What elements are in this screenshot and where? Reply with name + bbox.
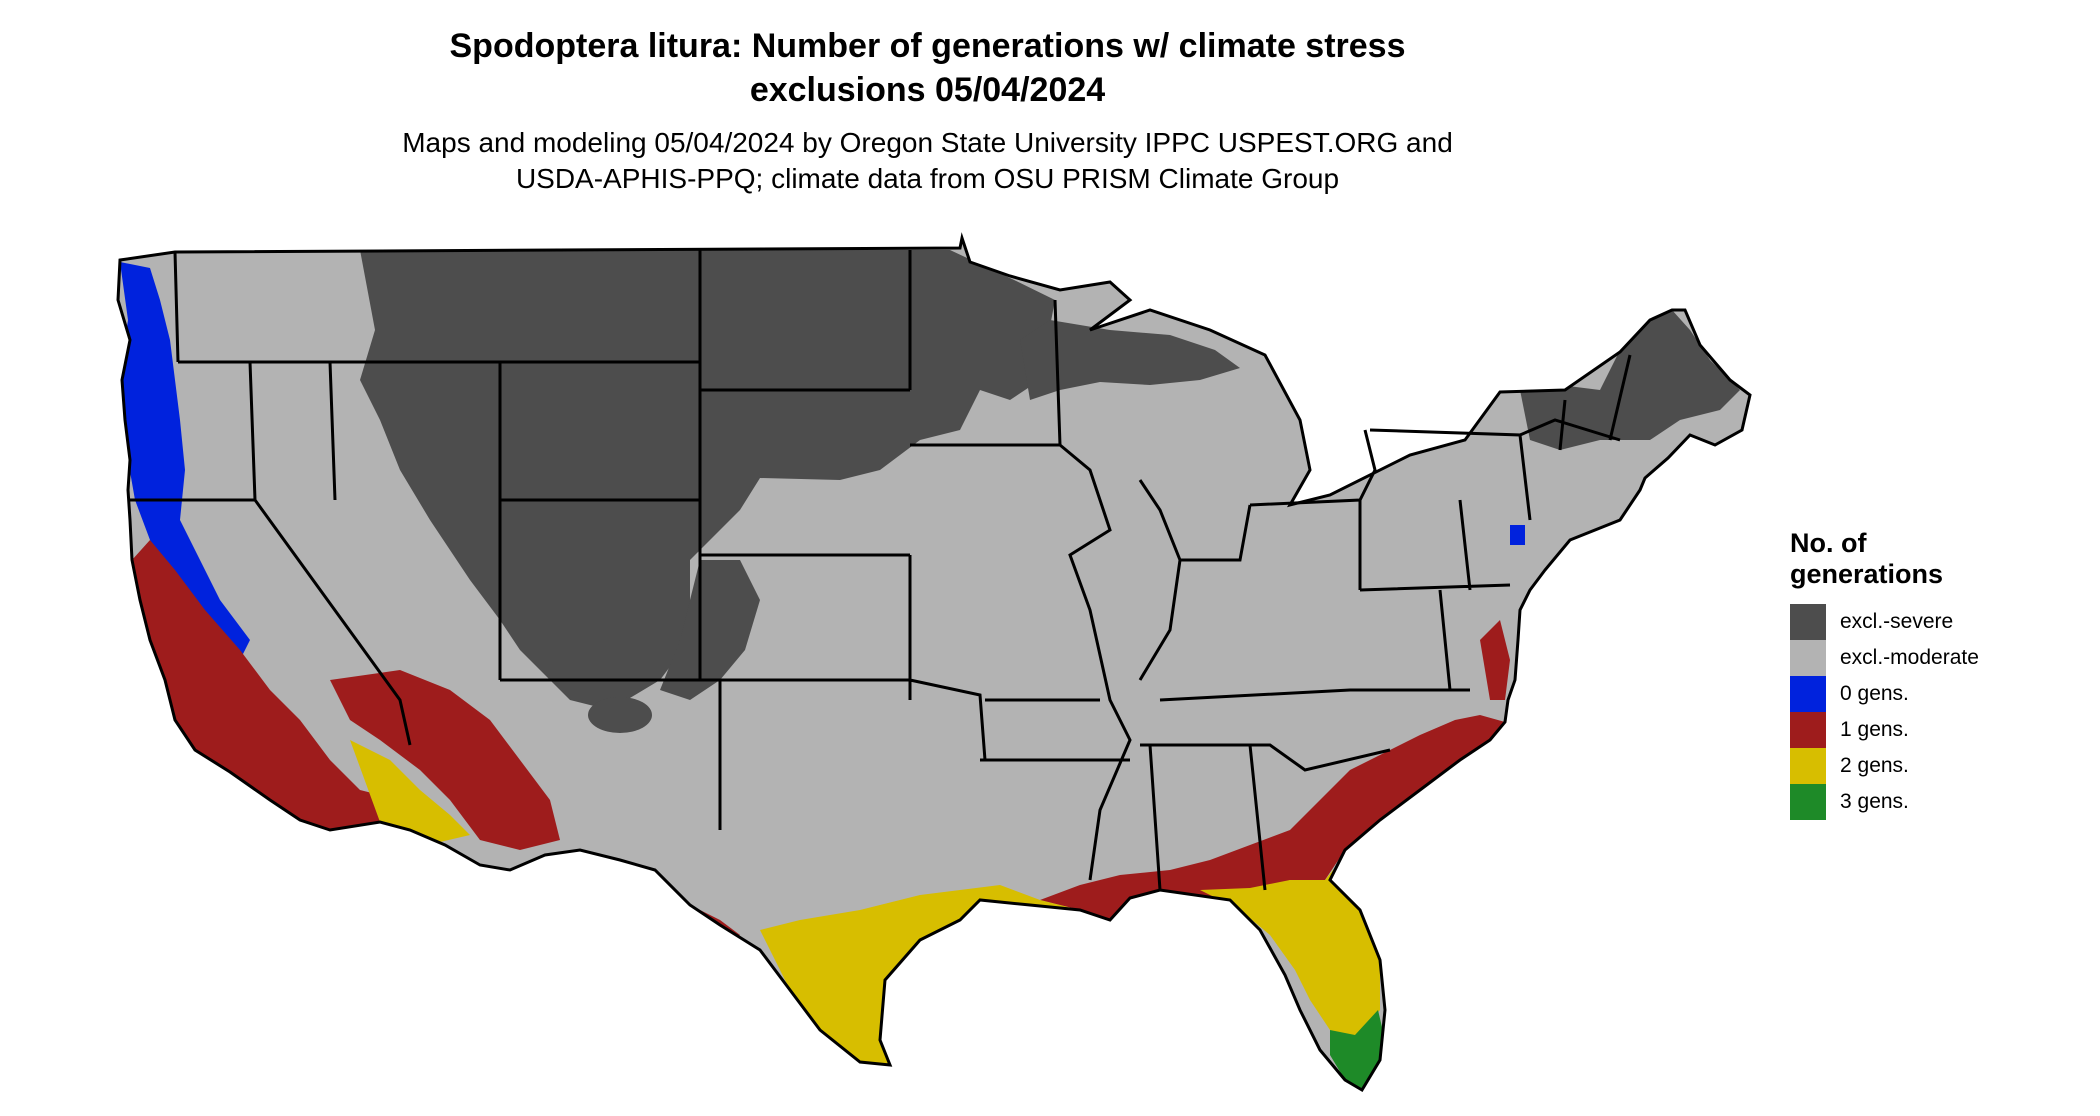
subtitle-line-2: USDA-APHIS-PPQ; climate data from OSU PR… <box>515 163 1340 194</box>
two-gen-colorado-river <box>350 740 470 842</box>
map-title: Spodoptera litura: Number of generations… <box>0 24 1855 112</box>
legend-title: No. of generations <box>1790 528 2090 590</box>
title-line-1: Spodoptera litura: Number of generations… <box>449 27 1406 65</box>
zero-gens-delaware <box>1510 525 1525 545</box>
map-subtitle: Maps and modeling 05/04/2024 by Oregon S… <box>0 125 1855 197</box>
new-england-severe <box>1520 310 1740 450</box>
colorado-severe <box>660 560 760 700</box>
legend-label: 2 gens. <box>1840 754 1909 777</box>
legend-swatch <box>1790 604 1826 640</box>
legend-title-line-2: generations <box>1790 559 1944 589</box>
legend-item-1-gens: 1 gens. <box>1790 712 2090 748</box>
legend-label: 3 gens. <box>1840 790 1909 813</box>
excl-severe-regions <box>360 250 1740 733</box>
upper-michigan-severe <box>1020 320 1240 400</box>
legend-swatch <box>1790 676 1826 712</box>
one-gen-california <box>132 540 420 832</box>
one-gen-southeast <box>1040 715 1505 920</box>
one-gen-arizona <box>330 670 560 850</box>
southwest-severe-patch <box>588 697 652 733</box>
subtitle-line-1: Maps and modeling 05/04/2024 by Oregon S… <box>402 127 1453 158</box>
legend-item-0-gens: 0 gens. <box>1790 676 2090 712</box>
legend-item-excl-severe: excl.-severe <box>1790 604 2090 640</box>
state-borders <box>116 236 1752 1092</box>
legend-swatch <box>1790 640 1826 676</box>
title-line-2: exclusions 05/04/2024 <box>749 71 1106 109</box>
legend-label: 0 gens. <box>1840 682 1909 705</box>
legend-label: excl.-moderate <box>1840 646 1979 669</box>
legend-label: excl.-severe <box>1840 610 1954 633</box>
legend-item-3-gens: 3 gens. <box>1790 784 2090 820</box>
legend-swatch <box>1790 712 1826 748</box>
zero-gens-pacific <box>120 262 250 660</box>
legend-swatch <box>1790 748 1826 784</box>
legend: No. of generations excl.-severe excl.-mo… <box>1790 528 2090 820</box>
two-gen-florida <box>1200 855 1380 1040</box>
three-gens-south-florida <box>1330 1010 1385 1090</box>
one-gen-delmarva <box>1480 620 1510 700</box>
legend-item-excl-moderate: excl.-moderate <box>1790 640 2090 676</box>
northern-plains-severe <box>360 250 1055 710</box>
legend-label: 1 gens. <box>1840 718 1909 741</box>
legend-swatch <box>1790 784 1826 820</box>
legend-item-2-gens: 2 gens. <box>1790 748 2090 784</box>
legend-title-line-1: No. of <box>1790 528 1867 558</box>
